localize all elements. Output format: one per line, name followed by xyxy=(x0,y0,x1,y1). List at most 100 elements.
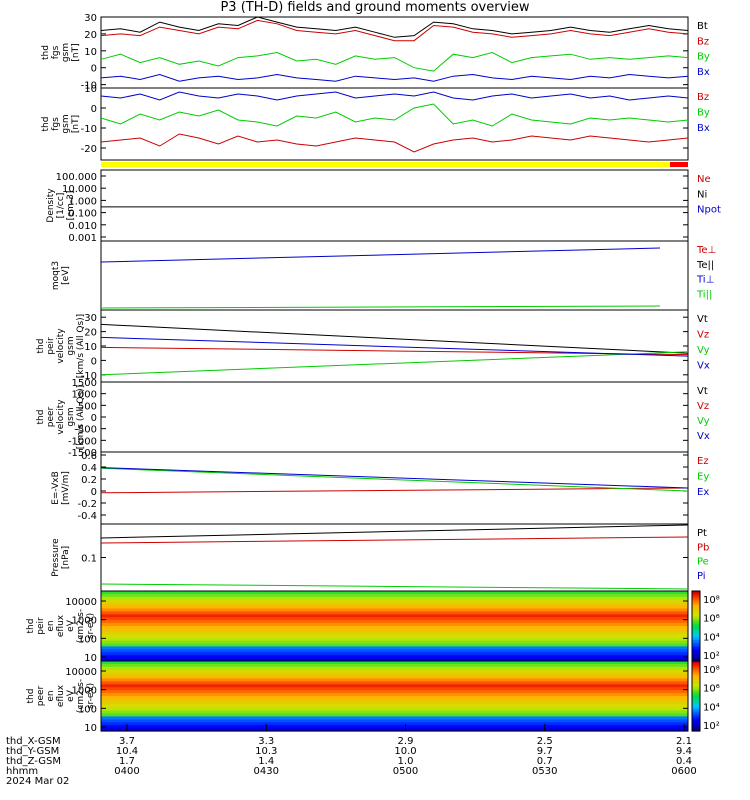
x-annotation-label: 2024 Mar 02 xyxy=(6,776,69,787)
spectrogram-cell xyxy=(101,640,688,645)
colorbar-cell xyxy=(692,663,700,667)
y-tick-label: -10 xyxy=(81,371,97,382)
colorbar-cell xyxy=(692,630,700,634)
legend-Te||: Te|| xyxy=(696,260,714,271)
x-annotation-value: 2.1 xyxy=(676,736,692,747)
y-tick-label: 100 xyxy=(78,634,97,645)
panel-frame xyxy=(100,240,689,311)
colorbar-cell xyxy=(692,682,700,685)
colorbar-cell xyxy=(692,626,700,629)
spectrogram-cell xyxy=(101,678,688,683)
y-axis-label-line: fgs xyxy=(51,117,61,131)
colorbar-cell xyxy=(692,661,700,664)
x-annotation-label: thd_X-GSM xyxy=(6,736,61,747)
legend-Vz: Vz xyxy=(697,401,709,412)
legend-Vz: Vz xyxy=(697,330,709,341)
series-line-Bt xyxy=(100,16,689,38)
colorbar-cell xyxy=(692,651,700,655)
colorbar-cell xyxy=(692,719,700,723)
y-axis-label: thd fgs gsm [nT] xyxy=(41,43,81,62)
spectrogram-cell xyxy=(101,698,688,703)
y-tick-label: 10.000 xyxy=(62,184,97,195)
colorbar-cell xyxy=(692,724,700,727)
y-axis-label-line: eV xyxy=(66,689,76,702)
colorbar-cell xyxy=(692,595,700,599)
y-axis-label-line: [nT] xyxy=(71,115,81,133)
colorbar-cell xyxy=(692,693,700,697)
colorbar-cell xyxy=(692,728,700,732)
colorbar-cell xyxy=(692,619,700,622)
y-axis-label-line: gsm xyxy=(61,43,71,62)
y-axis-label-line: thd xyxy=(36,339,46,354)
y-tick-label: 0.100 xyxy=(68,209,97,220)
y-tick-label: 1000 xyxy=(72,686,97,697)
x-annotation-value: 3.7 xyxy=(119,736,135,747)
colorbar-cell xyxy=(692,654,700,657)
colorbar-cell xyxy=(692,642,700,646)
spectrogram-cell xyxy=(101,666,688,671)
y-axis-label: moqt3 [eV] xyxy=(51,261,71,290)
y-tick-label: 30 xyxy=(84,13,97,24)
colorbar-cell xyxy=(692,621,700,625)
spectrogram-cell xyxy=(101,672,688,677)
y-axis-label-line: eV xyxy=(66,619,76,632)
y-tick-label: 20 xyxy=(84,30,97,41)
spectrogram-cell xyxy=(101,602,688,607)
y-axis-label-line: gsm xyxy=(61,114,71,133)
series-line-Ti|| xyxy=(100,305,661,309)
spectrogram-cell xyxy=(101,701,688,706)
colorbar-cell xyxy=(692,721,700,725)
spectrogram-cell xyxy=(101,643,688,648)
series-line-Vx xyxy=(100,336,689,357)
spectrogram-cell xyxy=(101,591,688,595)
series-line-Pt xyxy=(100,524,689,539)
legend-Ey: Ey xyxy=(697,472,709,483)
spectrogram-cell xyxy=(101,696,688,700)
colorbar-cell xyxy=(692,679,700,683)
colorbar-cell xyxy=(692,714,700,718)
colorbar-cell xyxy=(692,656,700,660)
spectrogram-cell xyxy=(101,684,688,688)
colorbar-cell xyxy=(692,717,700,720)
legend-Npot: Npot xyxy=(697,205,721,216)
spectrogram-cell xyxy=(101,669,688,674)
colorbar-cell xyxy=(692,707,700,711)
spectrogram-cell xyxy=(101,611,688,615)
spectrogram-cell xyxy=(101,713,688,718)
spectrogram-cell xyxy=(101,605,688,610)
y-axis-label-line: Density xyxy=(46,188,56,223)
x-annotation-value: 10.4 xyxy=(116,746,138,757)
panel-frame xyxy=(100,87,689,161)
colorbar-tick-label: 10⁸ xyxy=(703,665,720,676)
spectrogram-cell xyxy=(101,728,688,732)
legend-Bz: Bz xyxy=(697,36,709,47)
y-tick-label: -0.4 xyxy=(77,511,97,522)
x-annotation-value: 1.7 xyxy=(119,756,135,767)
series-line-Pb xyxy=(100,536,689,544)
y-tick-label: 0 xyxy=(91,104,97,115)
colorbar-cell xyxy=(692,698,700,702)
spectrogram-cell xyxy=(101,628,688,633)
spectrogram-cell xyxy=(101,719,688,723)
colorbar-cell xyxy=(692,647,700,650)
spectrogram-cell xyxy=(101,631,688,636)
colorbar-cell xyxy=(692,710,700,713)
y-tick-label: 1000 xyxy=(72,390,97,401)
x-annotation-value: 2.9 xyxy=(398,736,414,747)
series-line-By xyxy=(100,51,689,72)
quality-flag-bar xyxy=(101,162,670,167)
legend-Bz: Bz xyxy=(697,92,709,103)
y-tick-label: -10 xyxy=(81,124,97,135)
y-axis-label-line: fgs xyxy=(51,45,61,59)
legend-Ni: Ni xyxy=(697,189,707,200)
colorbar-cell xyxy=(692,607,700,611)
y-axis-label-line: Pressure xyxy=(51,538,61,577)
series-line-By xyxy=(100,103,689,127)
x-annotation-label: thd_Z-GSM xyxy=(6,756,61,767)
colorbar-cell xyxy=(692,668,700,671)
x-annotation-value: 0400 xyxy=(114,766,139,777)
series-line-Ey xyxy=(100,467,689,492)
y-tick-label: 10 xyxy=(84,653,97,664)
y-tick-label: 1000 xyxy=(72,616,97,627)
